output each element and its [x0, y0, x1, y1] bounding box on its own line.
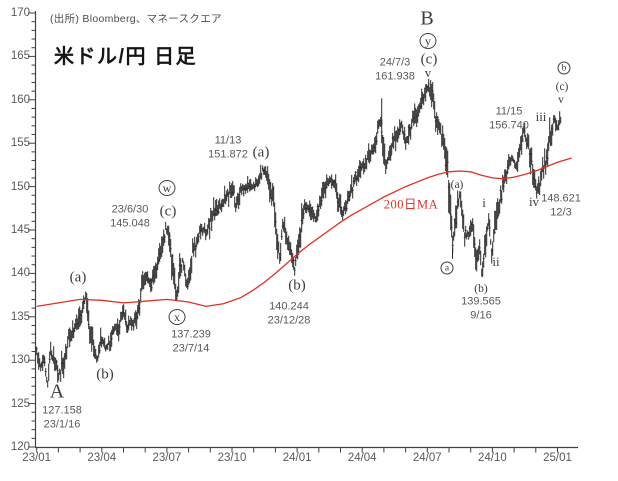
y-axis-label-145: 145: [10, 224, 30, 236]
y-axis-label-120: 120: [10, 441, 30, 453]
wave-label-20-c: (c): [555, 81, 569, 93]
y-axis-label-150: 150: [10, 180, 30, 193]
x-axis-label-23-04: 23/04: [87, 452, 117, 464]
y-axis-label-155: 155: [10, 137, 30, 150]
wave-label-12-a: (a): [450, 179, 464, 191]
price-note-7: 11/15 156.740: [489, 105, 529, 132]
wave-label-21-v: v: [558, 94, 564, 106]
price-note-4: 140.244 23/12/28: [267, 300, 311, 327]
wave-label-19-b: b: [557, 61, 571, 75]
wave-label-11-v: v: [424, 65, 432, 80]
y-axis-label-130: 130: [10, 354, 30, 367]
wave-label-0-A: A: [49, 380, 65, 403]
price-note-5: 24/7/3 161.938: [375, 56, 415, 83]
ma200-label: 200日MA: [383, 197, 439, 212]
wave-label-10-c: (c): [420, 51, 438, 68]
chart-title: 米ドル/円 日足: [54, 46, 198, 68]
wave-label-8-B: B: [420, 7, 434, 30]
price-note-1: 23/6/30 145.048: [110, 203, 150, 230]
y-axis-ticks: [28, 12, 35, 448]
wave-label-4-c: (c): [159, 203, 177, 220]
wave-label-3-w: w: [158, 180, 176, 196]
source-note: (出所) Bloomberg、マネースクエア: [50, 13, 222, 25]
wave-label-16-ii: ii: [492, 254, 500, 269]
y-axis-label-160: 160: [10, 93, 30, 106]
y-axis-label-125: 125: [10, 397, 30, 410]
wave-label-6-a: (a): [252, 144, 270, 161]
wave-label-15-i: i: [482, 195, 486, 210]
x-axis-label-23-01: 23/01: [22, 452, 52, 464]
x-axis-label-24-10: 24/10: [478, 452, 507, 464]
wave-label-17-iii: iii: [535, 109, 547, 124]
wave-label-1-a: (a): [69, 269, 87, 286]
price-note-6: 139.565 9/16: [461, 295, 501, 322]
x-axis-label-23-10: 23/10: [217, 452, 247, 464]
price-note-3: 11/13 151.872: [208, 134, 248, 161]
y-axis-label-135: 135: [10, 310, 30, 323]
y-axis-label-170: 170: [10, 7, 30, 19]
wave-label-9-y: y: [419, 33, 437, 49]
candlestick-series: [35, 78, 562, 388]
axes: [34, 11, 578, 449]
y-axis-label-140: 140: [10, 267, 30, 280]
x-axis-label-24-04: 24/04: [347, 452, 377, 464]
price-note-0: 127.158 23/1/16: [42, 404, 82, 431]
x-axis-label-24-07: 24/07: [412, 452, 442, 464]
price-note-2: 137.239 23/7/14: [171, 328, 211, 355]
x-axis-label-25-01: 25/01: [543, 452, 572, 464]
x-axis-label-24-01: 24/01: [282, 452, 312, 464]
wave-label-2-b: (b): [96, 366, 114, 383]
x-axis-label-23-07: 23/07: [152, 452, 182, 464]
y-axis-label-165: 165: [10, 50, 30, 63]
wave-label-5-x: x: [168, 309, 186, 325]
wave-label-7-b: (b): [288, 277, 306, 294]
x-axis-ticks: [36, 447, 558, 453]
wave-label-18-iv: iv: [528, 194, 540, 209]
ma200-line: [36, 157, 572, 308]
wave-label-14-b: (b): [474, 283, 488, 295]
price-note-8: 148.621 12/3: [541, 192, 581, 219]
wave-label-13-a: a: [440, 261, 454, 275]
